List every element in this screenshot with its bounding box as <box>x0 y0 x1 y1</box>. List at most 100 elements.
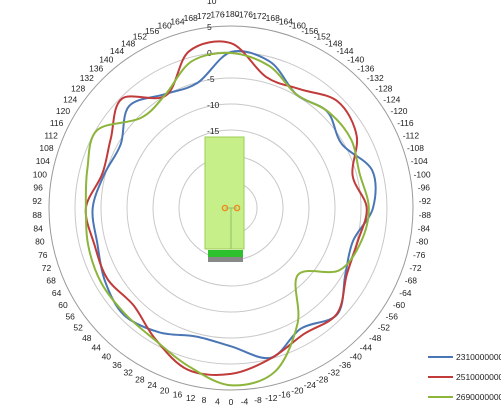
angle-label: -24 <box>304 380 317 390</box>
angle-label: -128 <box>375 84 392 94</box>
angle-label: 28 <box>135 374 145 384</box>
angle-label: 128 <box>71 84 85 94</box>
angle-label: -168 <box>263 13 280 23</box>
angle-label: 44 <box>91 343 101 353</box>
angle-label: -16 <box>278 390 291 400</box>
angle-label: -32 <box>328 368 341 378</box>
angle-label: 0 <box>229 397 234 406</box>
angle-label: -92 <box>419 196 432 206</box>
angle-label: -148 <box>325 39 342 49</box>
angle-label: -28 <box>316 374 329 384</box>
angle-label: -12 <box>265 393 278 403</box>
angle-label: 20 <box>160 385 170 395</box>
angle-label: 100 <box>33 169 47 179</box>
angle-label: -108 <box>407 143 424 153</box>
angle-label: -104 <box>411 156 428 166</box>
angle-label: -64 <box>399 288 412 298</box>
device-port-left <box>221 204 229 212</box>
angle-label: 4 <box>215 397 220 406</box>
angle-label: 124 <box>63 95 77 105</box>
angle-label: 108 <box>39 143 53 153</box>
radial-tick-label: -5 <box>207 74 215 84</box>
angle-label: 88 <box>32 210 42 220</box>
angle-label: -140 <box>347 54 364 64</box>
angle-label: 84 <box>33 223 43 233</box>
angle-label: 116 <box>50 118 64 128</box>
angle-label: -156 <box>301 26 318 36</box>
angle-label: -176 <box>236 10 253 20</box>
radial-tick-label: 5 <box>207 22 212 32</box>
angle-label: -76 <box>413 250 426 260</box>
angle-label: 112 <box>44 130 58 140</box>
series-lines <box>84 40 377 387</box>
angle-label: 12 <box>186 393 196 403</box>
angle-label: -172 <box>249 11 266 21</box>
angle-label: -116 <box>397 118 414 128</box>
angle-label: -164 <box>276 17 293 27</box>
angle-label: 152 <box>133 32 147 42</box>
angle-label: -100 <box>414 169 431 179</box>
angle-label: -124 <box>383 95 400 105</box>
angle-label: 64 <box>52 288 62 298</box>
angle-label: 144 <box>110 46 124 56</box>
legend-label: 2510000000 <box>456 372 501 382</box>
angle-label: 24 <box>147 380 157 390</box>
angle-label: -36 <box>339 360 352 370</box>
angle-label: -60 <box>393 300 406 310</box>
angle-label: -180 <box>222 9 239 19</box>
angle-label: 52 <box>73 322 83 332</box>
device-port-right <box>233 204 241 212</box>
angle-label: 60 <box>58 300 68 310</box>
angle-label: 16 <box>173 390 183 400</box>
angle-label: 148 <box>121 39 135 49</box>
angle-label: 8 <box>202 395 207 405</box>
angle-labels: -180-176-172-168-164-160-156-152-148-144… <box>32 9 431 406</box>
angle-label: 56 <box>65 312 75 322</box>
legend-label: 2690000000 <box>456 392 501 402</box>
grid-ring <box>126 103 336 313</box>
angle-label: -40 <box>350 352 363 362</box>
angle-label: 96 <box>33 183 43 193</box>
angle-label: -80 <box>416 237 429 247</box>
angle-label: 72 <box>42 263 52 273</box>
angle-label: -132 <box>367 73 384 83</box>
angle-label: 40 <box>102 352 112 362</box>
angle-label: 104 <box>36 156 50 166</box>
angle-label: -152 <box>314 32 331 42</box>
angle-label: -4 <box>241 397 249 406</box>
angle-label: -84 <box>418 223 431 233</box>
grid-ring <box>152 129 310 287</box>
angle-label: 164 <box>170 17 184 27</box>
device-ground-band <box>208 250 243 257</box>
angle-label: 36 <box>112 360 122 370</box>
radial-tick-label: 0 <box>207 48 212 58</box>
angle-label: -68 <box>405 276 418 286</box>
angle-label: -88 <box>419 210 432 220</box>
angle-label: 168 <box>184 13 198 23</box>
angle-label: 80 <box>35 237 45 247</box>
angle-label: -20 <box>291 385 304 395</box>
angle-label: 68 <box>46 276 56 286</box>
legend-label: 2310000000 <box>456 352 501 362</box>
angle-label: 132 <box>80 73 94 83</box>
device-board <box>204 136 245 250</box>
series-line-2510000000 <box>84 40 368 376</box>
radial-tick-label: 10 <box>207 0 217 6</box>
grid-ring <box>100 77 362 339</box>
angle-label: 140 <box>99 54 113 64</box>
angle-label: 136 <box>89 63 103 73</box>
angle-label: -136 <box>357 63 374 73</box>
angle-label: 120 <box>56 106 70 116</box>
device-diagram <box>204 136 245 262</box>
radial-tick-label: -15 <box>207 126 220 136</box>
angle-label: -48 <box>369 333 382 343</box>
angle-label: 172 <box>197 11 211 21</box>
angle-label: -44 <box>360 343 373 353</box>
legend: 2310000000 2510000000 2690000000 <box>428 352 501 402</box>
angle-label: 156 <box>145 26 159 36</box>
angle-label: 76 <box>38 250 48 260</box>
angle-label: -112 <box>403 130 420 140</box>
device-base <box>208 257 243 262</box>
series-line-2690000000 <box>84 51 370 387</box>
